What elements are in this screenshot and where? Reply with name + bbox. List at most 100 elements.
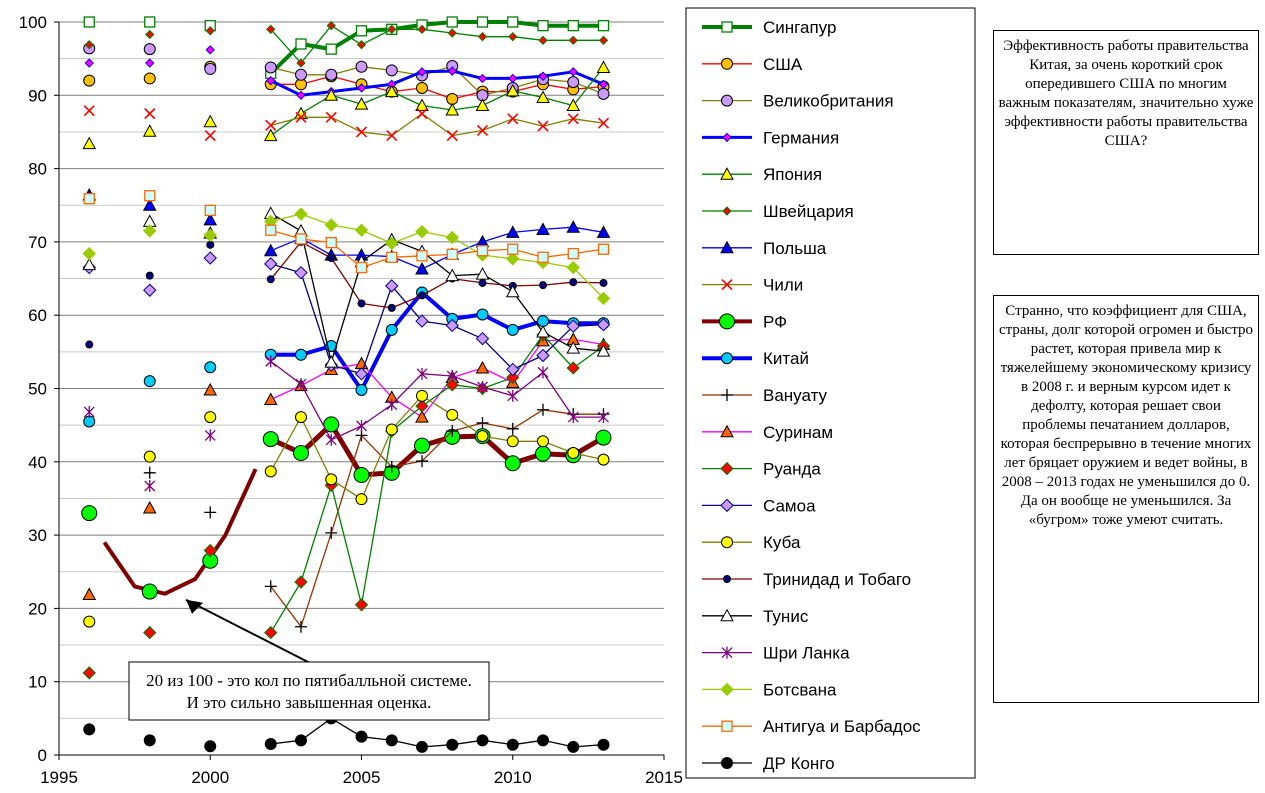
legend-item: Антигуа и Барбадос bbox=[702, 717, 921, 736]
data-point bbox=[476, 416, 489, 429]
data-point bbox=[296, 58, 306, 68]
data-point bbox=[566, 220, 581, 233]
series-line bbox=[270, 334, 604, 633]
series-18 bbox=[82, 207, 611, 306]
trend-curve-line bbox=[102, 468, 258, 596]
data-point bbox=[325, 526, 338, 539]
y-tick-label: 0 bbox=[38, 746, 47, 765]
data-point bbox=[143, 283, 157, 297]
legend-item: Великобритания bbox=[702, 92, 894, 111]
legend-item: Шри Ланка bbox=[702, 644, 850, 663]
data-point bbox=[476, 734, 489, 747]
data-point bbox=[598, 35, 609, 46]
data-point bbox=[387, 24, 397, 35]
legend-label: Тринидад и Тобаго bbox=[763, 570, 911, 589]
y-tick-label: 10 bbox=[28, 673, 47, 692]
data-point bbox=[416, 81, 428, 94]
legend-marker bbox=[721, 57, 733, 70]
legend-item: Куба bbox=[702, 533, 801, 552]
data-point bbox=[568, 35, 578, 46]
data-point bbox=[294, 207, 308, 221]
series-line bbox=[270, 717, 604, 748]
data-point bbox=[446, 248, 458, 261]
data-point bbox=[476, 245, 489, 257]
data-point bbox=[143, 43, 156, 56]
legend-marker bbox=[721, 94, 733, 107]
series-line bbox=[270, 409, 604, 628]
data-point bbox=[294, 106, 308, 120]
data-point bbox=[476, 430, 489, 443]
data-point bbox=[567, 76, 580, 89]
data-point bbox=[386, 130, 398, 142]
data-point bbox=[385, 423, 398, 436]
data-point bbox=[326, 20, 336, 31]
data-point bbox=[475, 331, 490, 346]
series-line bbox=[270, 25, 604, 64]
data-point bbox=[143, 375, 156, 388]
x-tick-label: 2015 bbox=[645, 768, 683, 787]
x-tick-label: 2005 bbox=[343, 768, 381, 787]
legend-item: Тринидад и Тобаго bbox=[702, 570, 911, 589]
data-point bbox=[566, 319, 580, 333]
data-point bbox=[567, 20, 579, 32]
data-point bbox=[597, 117, 610, 129]
data-point bbox=[537, 251, 549, 263]
data-point bbox=[143, 466, 156, 479]
data-point bbox=[356, 83, 367, 93]
data-point bbox=[145, 29, 155, 40]
data-point bbox=[203, 251, 217, 265]
data-point bbox=[566, 260, 580, 275]
data-point bbox=[355, 261, 368, 274]
data-point bbox=[204, 506, 217, 519]
data-point bbox=[144, 108, 156, 120]
data-point bbox=[83, 405, 95, 418]
data-point bbox=[445, 268, 460, 282]
data-point bbox=[416, 250, 428, 262]
data-point bbox=[385, 236, 399, 251]
data-point bbox=[537, 403, 549, 416]
data-point bbox=[83, 615, 96, 628]
data-point bbox=[325, 111, 337, 123]
data-point bbox=[204, 130, 216, 142]
data-point bbox=[386, 251, 398, 263]
data-point bbox=[81, 505, 98, 522]
series-line bbox=[269, 20, 604, 75]
data-point bbox=[596, 344, 611, 357]
data-point bbox=[325, 43, 337, 55]
data-point bbox=[82, 246, 96, 261]
data-point bbox=[355, 730, 368, 743]
data-point bbox=[567, 113, 579, 125]
data-point bbox=[416, 455, 428, 468]
data-point bbox=[415, 314, 429, 328]
data-point bbox=[355, 383, 368, 396]
data-point bbox=[385, 64, 398, 77]
data-point bbox=[536, 325, 550, 338]
data-point bbox=[265, 119, 277, 131]
data-point bbox=[357, 299, 366, 308]
data-point bbox=[206, 240, 215, 249]
data-point bbox=[415, 399, 429, 413]
data-point bbox=[415, 98, 429, 112]
data-point bbox=[596, 60, 611, 73]
data-point bbox=[264, 61, 277, 74]
data-point bbox=[141, 583, 158, 600]
data-point bbox=[203, 114, 218, 128]
data-point bbox=[143, 734, 156, 747]
x-tick-label: 2000 bbox=[191, 768, 229, 787]
data-point bbox=[264, 580, 277, 593]
data-point bbox=[566, 341, 581, 354]
data-point bbox=[327, 254, 336, 263]
data-point bbox=[295, 378, 307, 391]
data-point bbox=[354, 367, 369, 381]
series-3 bbox=[84, 45, 609, 101]
data-point bbox=[598, 79, 609, 90]
data-point bbox=[325, 433, 337, 446]
annotation-text: 20 из 100 - это кол по пятибалльной сист… bbox=[146, 671, 472, 690]
legend-label: США bbox=[763, 55, 803, 74]
data-point bbox=[598, 411, 609, 424]
data-point bbox=[507, 113, 519, 125]
legend-item: Тунис bbox=[702, 607, 809, 626]
data-point bbox=[415, 224, 429, 239]
data-point bbox=[537, 734, 549, 747]
